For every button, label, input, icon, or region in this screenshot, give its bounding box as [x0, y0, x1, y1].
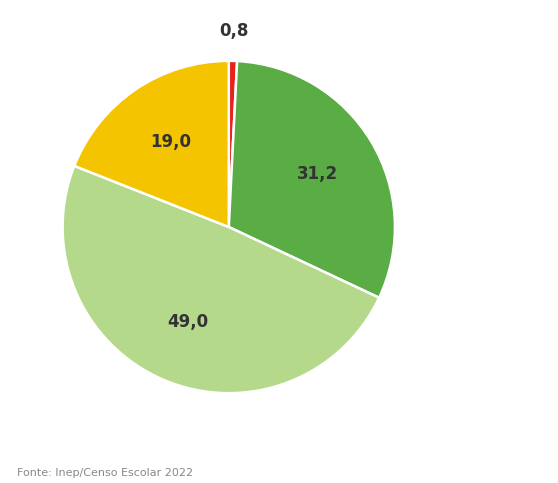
- Text: 0,8: 0,8: [219, 22, 248, 40]
- Text: 31,2: 31,2: [296, 165, 338, 183]
- Wedge shape: [62, 166, 379, 393]
- Wedge shape: [229, 61, 395, 298]
- Text: 19,0: 19,0: [150, 133, 191, 151]
- Text: 49,0: 49,0: [167, 313, 209, 330]
- Text: Fonte: Inep/Censo Escolar 2022: Fonte: Inep/Censo Escolar 2022: [17, 468, 193, 478]
- Wedge shape: [229, 61, 237, 227]
- Wedge shape: [74, 61, 229, 227]
